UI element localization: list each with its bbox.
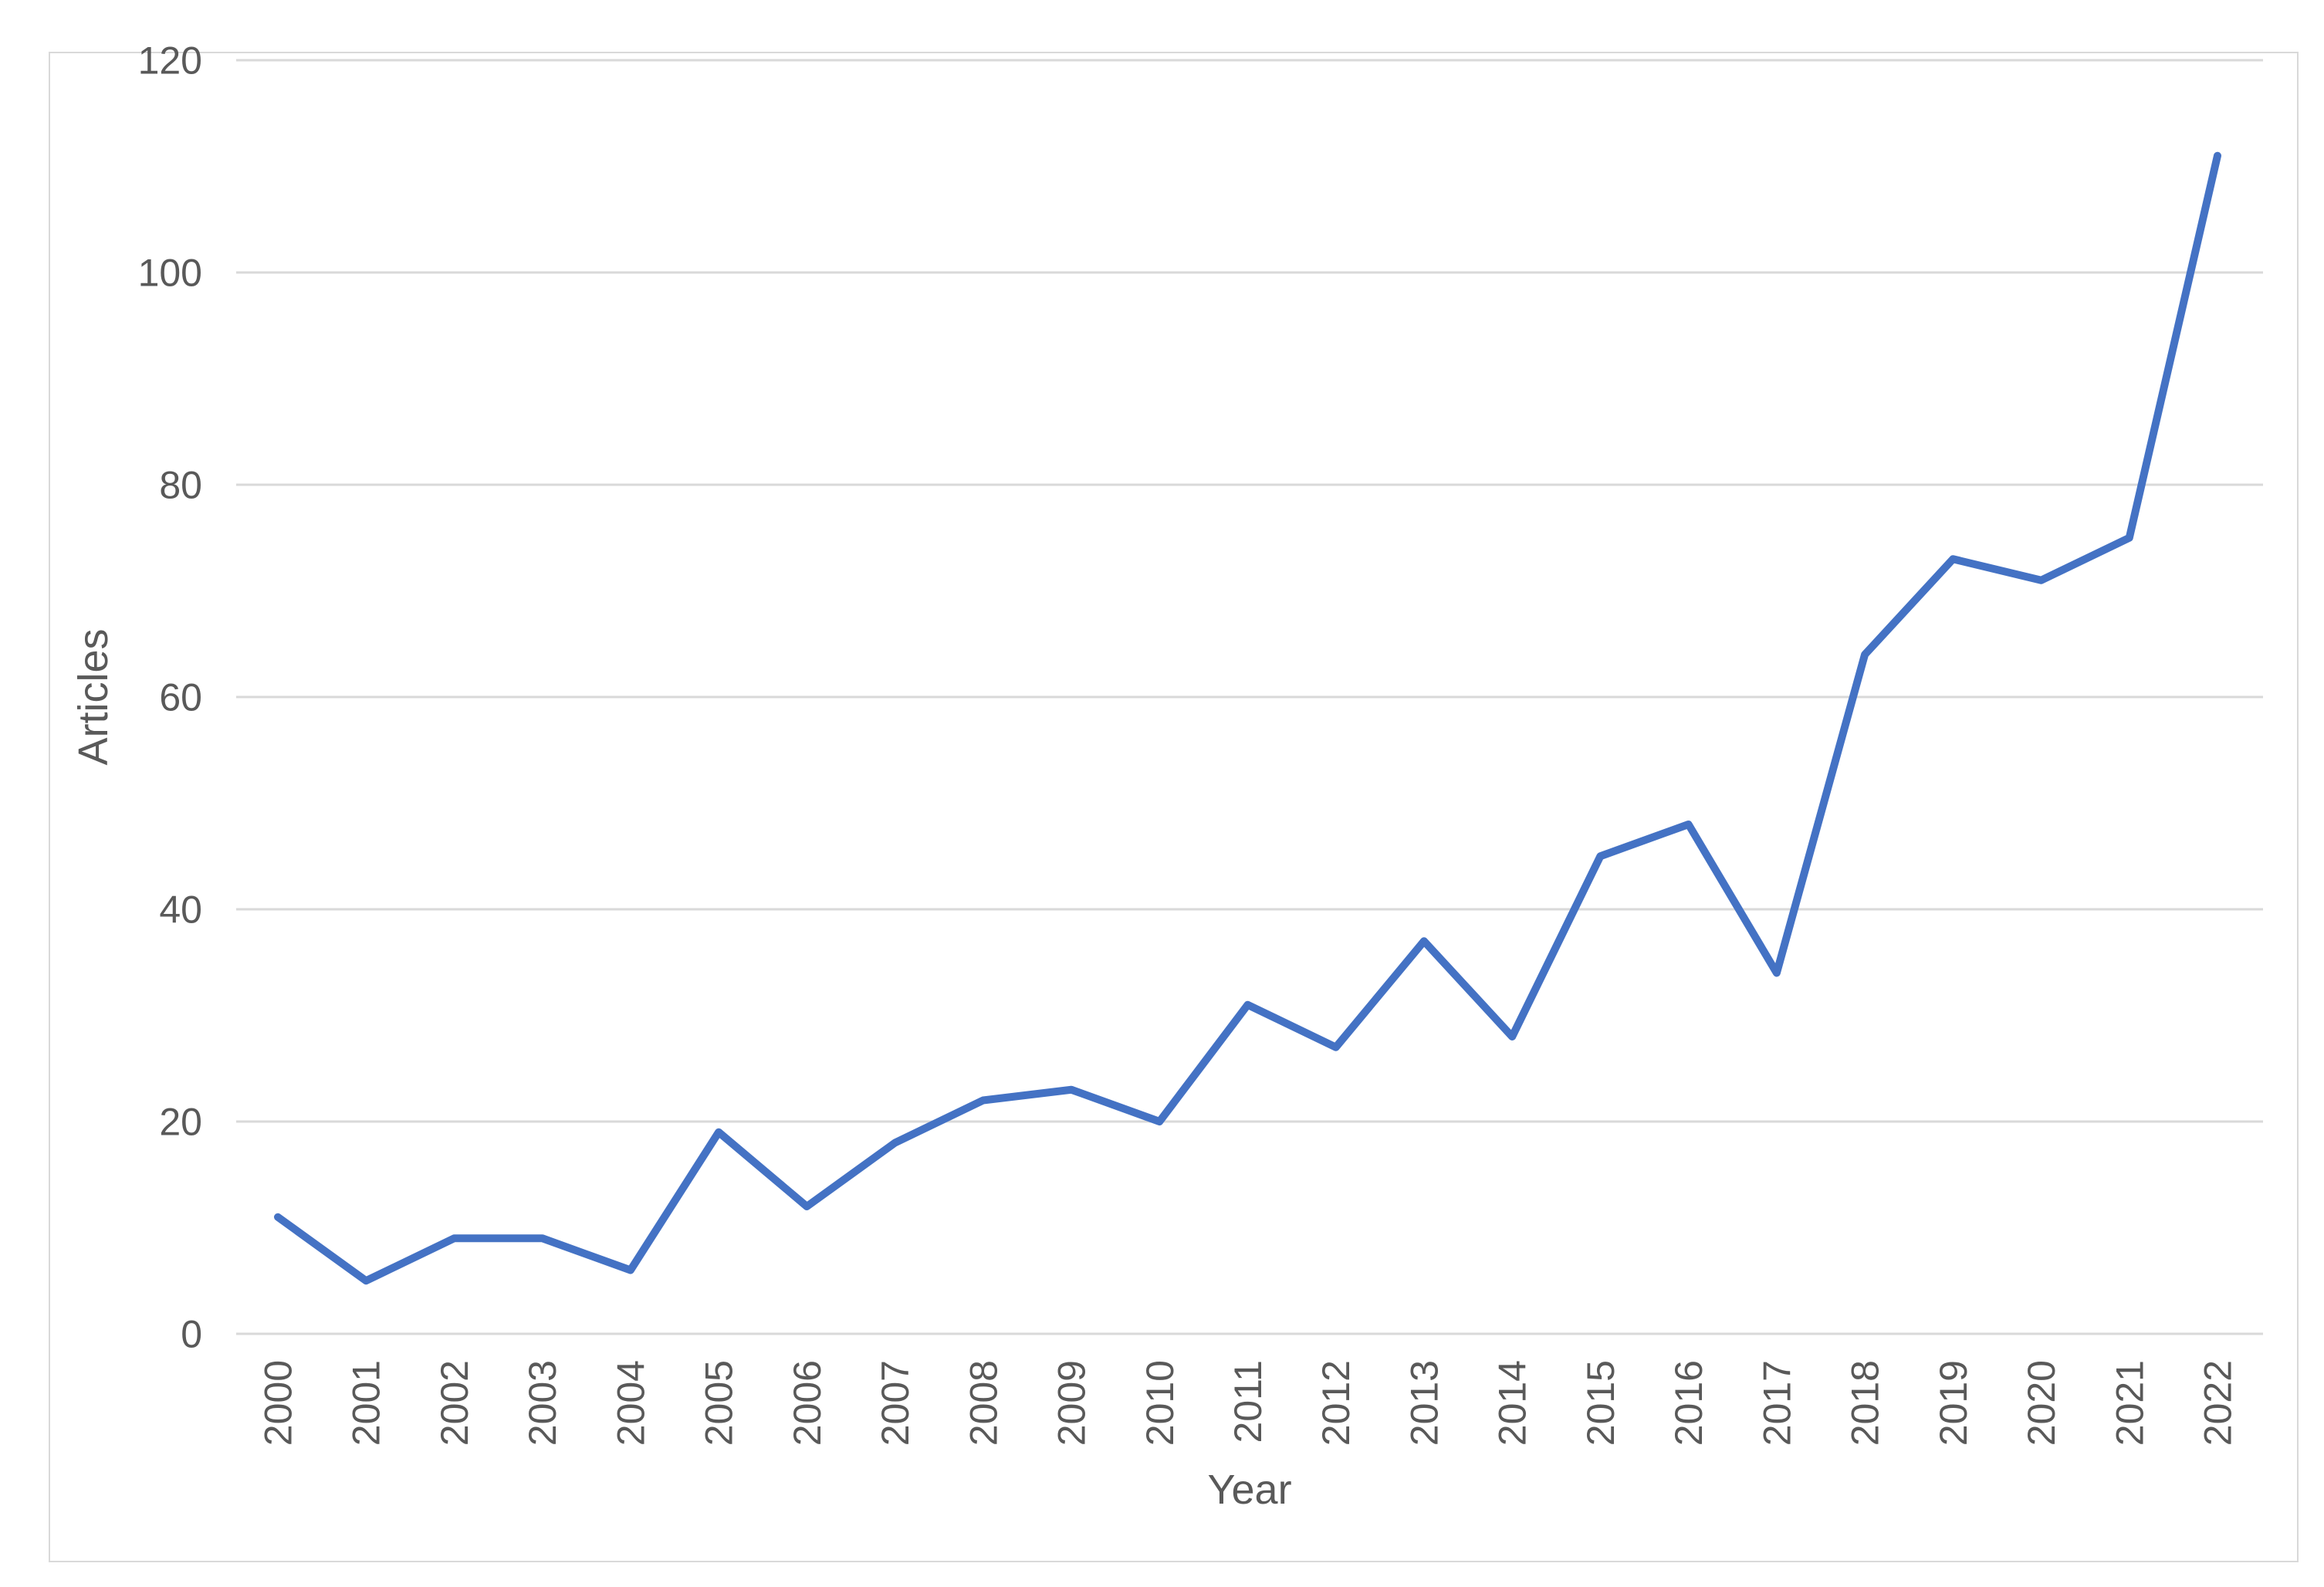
series-lines (274, 151, 2221, 1285)
x-tick-label-2020: 2020 (2020, 1360, 2063, 1446)
x-tick-label-2001: 2001 (345, 1360, 388, 1446)
y-tick-label-120: 120 (138, 39, 202, 83)
y-tick-label-100: 100 (138, 252, 202, 295)
x-tick-label-2007: 2007 (874, 1360, 917, 1446)
x-tick-label-2018: 2018 (1844, 1360, 1887, 1446)
y-tick-label-80: 80 (159, 464, 202, 507)
x-tick-label-2019: 2019 (1932, 1360, 1975, 1446)
x-tick-label-2017: 2017 (1755, 1360, 1798, 1446)
x-tick-label-2004: 2004 (609, 1360, 652, 1446)
y-axis-title: Articles (70, 628, 117, 765)
x-tick-label-2016: 2016 (1667, 1360, 1710, 1446)
x-tick-label-2012: 2012 (1314, 1360, 1358, 1446)
y-axis-tick-labels: 0 20 40 60 80 100 120 (138, 39, 202, 1356)
x-tick-label-2011: 2011 (1226, 1360, 1270, 1443)
x-tick-label-2014: 2014 (1491, 1360, 1534, 1446)
y-tick-label-20: 20 (159, 1101, 202, 1144)
x-axis-tick-labels: 2000 2001 2002 2003 2004 2005 2006 2007 2008 2009… (257, 1360, 2240, 1446)
x-tick-label-2021: 2021 (2108, 1360, 2151, 1446)
x-tick-label-2008: 2008 (962, 1360, 1005, 1446)
x-tick-label-2015: 2015 (1579, 1360, 1622, 1446)
x-tick-label-2010: 2010 (1138, 1360, 1182, 1446)
figure-border (49, 52, 2299, 1562)
y-tick-label-60: 60 (159, 676, 202, 719)
x-axis-title: Year (1207, 1467, 1291, 1513)
x-tick-label-2000: 2000 (257, 1360, 300, 1446)
x-tick-label-2002: 2002 (433, 1360, 476, 1446)
y-tick-label-40: 40 (159, 888, 202, 932)
x-tick-label-2005: 2005 (698, 1360, 741, 1446)
gridlines (236, 59, 2263, 1335)
series-line-articles (274, 151, 2221, 1285)
x-tick-label-2013: 2013 (1402, 1360, 1446, 1446)
x-tick-label-2003: 2003 (521, 1360, 564, 1446)
y-tick-label-0: 0 (181, 1313, 202, 1356)
x-tick-label-2022: 2022 (2197, 1360, 2240, 1446)
x-tick-label-2006: 2006 (786, 1360, 829, 1446)
x-tick-label-2009: 2009 (1050, 1360, 1094, 1446)
